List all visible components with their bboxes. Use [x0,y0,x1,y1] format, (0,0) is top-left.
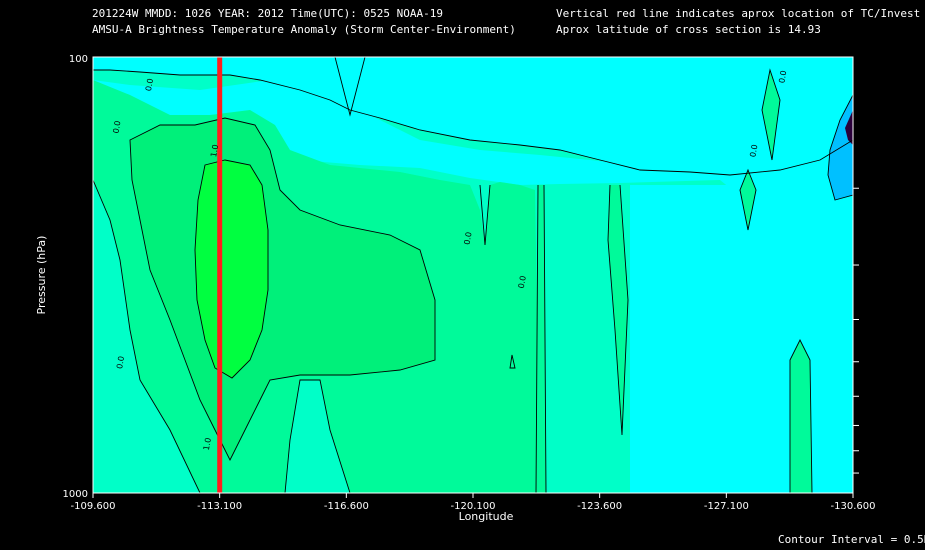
contour-label: 1.0 [209,144,220,158]
plot-area [93,57,853,493]
y-tick-1000: 1000 [63,489,88,500]
contour-15 [194,159,269,379]
contour-label: 0.0 [115,355,126,369]
x-axis-title: Longitude [459,510,514,523]
contour-label: 0.0 [144,78,155,92]
contour-diamond-128 [739,168,757,231]
header-line1-left: 201224W MMDD: 1026 YEAR: 2012 Time(UTC):… [92,7,443,20]
contour-label: 0.0 [748,144,759,158]
y-axis-ticks [853,187,859,474]
x-tick-label: -127.100 [704,501,749,512]
contour-streak-121 [535,184,547,493]
x-axis-ticks: -109.600 -113.100 -116.600 -120.100 -123.600… [71,493,876,512]
contour-tick-118 [509,354,516,369]
contour-label: 0.0 [777,70,788,84]
field-wedge-br [790,340,812,493]
contour-labels: 0.0 0.0 1.0 0.0 0.0 0.0 1.0 0.0 0.0 [111,70,788,451]
field-cyan-band [93,57,853,175]
contour-label: 0.0 [462,231,473,245]
storm-location-line [217,57,223,493]
contour-0-top [93,69,853,176]
x-tick-label: -116.600 [324,501,369,512]
header-line1-right: Vertical red line indicates aprox locati… [556,7,921,20]
field-level-15 [195,160,268,378]
contour-diamond-129 [761,68,781,161]
field-diamond-128 [740,170,756,230]
contour-05-mid [284,379,351,493]
header-line2-left: AMSU-A Brightness Temperature Anomaly (S… [92,23,516,36]
contour-label: 0.0 [111,120,122,134]
contour-label: 0.0 [517,275,528,289]
x-tick-label: -120.100 [451,501,496,512]
contour-lines [93,57,853,493]
contour-interval-label: Contour Interval = 0.5K [778,533,925,546]
contour-tongue-mid [334,57,366,117]
field-streak-121 [536,185,546,493]
field-min [845,110,853,145]
field-diamond-129 [762,70,780,160]
contour-streak-1236 [607,184,629,436]
x-tick-label: -123.600 [577,501,622,512]
header-line2-right: Aprox latitude of cross section is 14.93 [556,23,821,36]
x-tick-label: -109.600 [71,501,116,512]
contour-10 [129,117,436,462]
field-cyan-right [630,185,853,493]
field-streak-1236 [608,185,628,435]
contour-neg-right [827,94,853,201]
x-tick-label: -113.100 [197,501,242,512]
contour-05-left [93,179,201,493]
contour-label: 1.0 [202,437,213,451]
contour-dip-120 [479,184,491,246]
y-axis-title: Pressure (hPa) [35,236,48,315]
x-tick-label: -130.600 [831,501,876,512]
contour-wedge-br [789,338,813,493]
y-tick-100: 100 [69,54,88,65]
